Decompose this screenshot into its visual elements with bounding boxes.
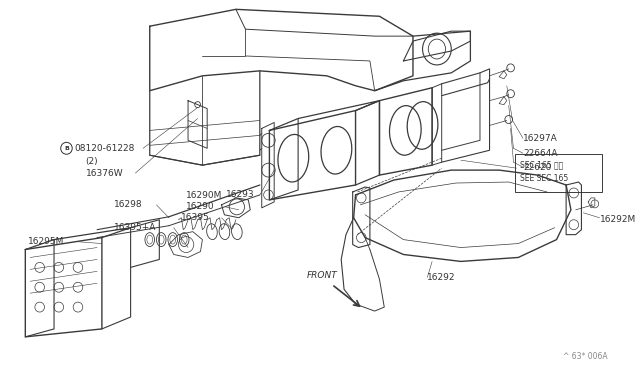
Text: 16292M: 16292M — [600, 215, 636, 224]
Text: ^ 63* 006A: ^ 63* 006A — [563, 352, 607, 361]
Text: 16395: 16395 — [181, 213, 210, 222]
Text: 16292: 16292 — [428, 273, 456, 282]
Text: B: B — [64, 146, 69, 151]
Text: 08120-61228: 08120-61228 — [74, 144, 134, 153]
Text: 22664A: 22664A — [523, 149, 557, 158]
Text: 16290: 16290 — [186, 202, 215, 211]
Text: SEE SEC.165: SEE SEC.165 — [520, 174, 568, 183]
Text: 16395+A: 16395+A — [115, 223, 157, 232]
Text: 16295M: 16295M — [28, 237, 65, 246]
Text: 16293: 16293 — [227, 190, 255, 199]
Text: 16298: 16298 — [115, 201, 143, 209]
Text: FRONT: FRONT — [307, 271, 337, 280]
Text: 16290M: 16290M — [186, 192, 223, 201]
Text: 16376W: 16376W — [86, 169, 124, 177]
Text: 16297A: 16297A — [523, 134, 558, 143]
Text: SEC.165 参照: SEC.165 参照 — [520, 161, 563, 170]
Text: (2): (2) — [86, 157, 99, 166]
Text: 22620: 22620 — [523, 163, 552, 171]
